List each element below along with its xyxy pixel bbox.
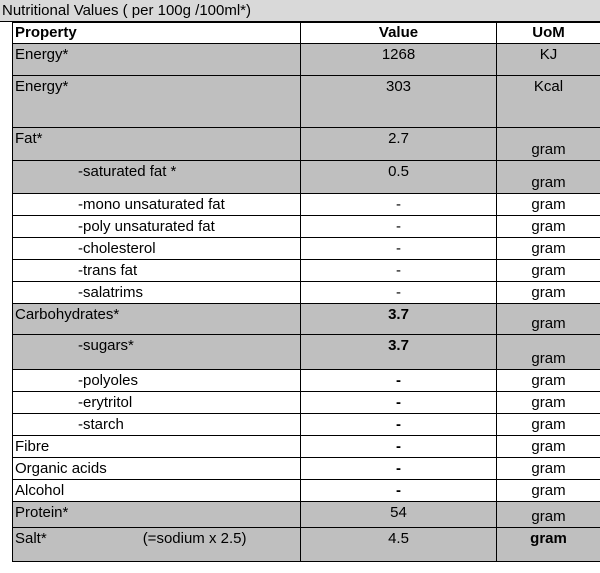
property-cell: Fat* [12, 127, 301, 161]
uom-cell: gram [496, 435, 600, 458]
value-cell: - [300, 215, 497, 238]
value-cell: - [300, 193, 497, 216]
property-cell: Energy* [12, 75, 301, 128]
uom-cell: gram [496, 259, 600, 282]
value-cell: 4.5 [300, 527, 497, 562]
property-cell: -sugars* [12, 334, 301, 370]
table-row: -erytritol - gram [12, 391, 600, 414]
value-cell: - [300, 479, 497, 502]
uom-cell: Kcal [496, 75, 600, 128]
value-cell: 0.5 [300, 160, 497, 194]
table-row: -trans fat - gram [12, 259, 600, 282]
value-cell: 2.7 [300, 127, 497, 161]
table-row: Carbohydrates* 3.7 gram [12, 303, 600, 335]
table-row: -salatrims - gram [12, 281, 600, 304]
table-row: -polyoles - gram [12, 369, 600, 392]
uom-cell: gram [496, 334, 600, 370]
header-row: Property Value UoM [12, 22, 600, 44]
property-cell: -cholesterol [12, 237, 301, 260]
table-row: -starch - gram [12, 413, 600, 436]
value-cell: - [300, 435, 497, 458]
property-cell: -saturated fat * [12, 160, 301, 194]
table-row: Protein* 54 gram [12, 501, 600, 528]
header-value: Value [300, 22, 497, 44]
table-row: -saturated fat * 0.5 gram [12, 160, 600, 194]
value-cell: 303 [300, 75, 497, 128]
property-cell: Organic acids [12, 457, 301, 480]
uom-cell: gram [496, 527, 600, 562]
value-cell: - [300, 457, 497, 480]
uom-cell: gram [496, 457, 600, 480]
table-row: Alcohol - gram [12, 479, 600, 502]
property-cell: -trans fat [12, 259, 301, 282]
value-cell: - [300, 237, 497, 260]
value-cell: - [300, 413, 497, 436]
uom-cell: gram [496, 281, 600, 304]
sodium-note: (=sodium x 2.5) [142, 530, 247, 547]
property-cell: -erytritol [12, 391, 301, 414]
property-cell: Fibre [12, 435, 301, 458]
property-cell: -starch [12, 413, 301, 436]
table-row: -sugars* 3.7 gram [12, 334, 600, 370]
property-cell: -salatrims [12, 281, 301, 304]
table-row: Energy* 303 Kcal [12, 75, 600, 128]
uom-cell: gram [496, 303, 600, 335]
value-cell: 54 [300, 501, 497, 528]
table-row: -cholesterol - gram [12, 237, 600, 260]
header-uom: UoM [496, 22, 600, 44]
uom-cell: KJ [496, 43, 600, 76]
property-cell: Alcohol [12, 479, 301, 502]
uom-cell: gram [496, 193, 600, 216]
property-cell: -polyoles [12, 369, 301, 392]
table-row: Fat* 2.7 gram [12, 127, 600, 161]
uom-cell: gram [496, 501, 600, 528]
property-cell: Energy* [12, 43, 301, 76]
uom-cell: gram [496, 369, 600, 392]
value-cell: - [300, 281, 497, 304]
table-row: Organic acids - gram [12, 457, 600, 480]
property-cell: -poly unsaturated fat [12, 215, 301, 238]
sheet-title: Nutritional Values ( per 100g /100ml*) [0, 0, 600, 22]
value-cell: 3.7 [300, 334, 497, 370]
uom-cell: gram [496, 479, 600, 502]
uom-cell: gram [496, 413, 600, 436]
uom-cell: gram [496, 391, 600, 414]
value-cell: 3.7 [300, 303, 497, 335]
uom-cell: gram [496, 127, 600, 161]
property-cell: Salt* (=sodium x 2.5) [12, 527, 301, 562]
property-cell: Protein* [12, 501, 301, 528]
value-cell: - [300, 391, 497, 414]
table-row: -poly unsaturated fat - gram [12, 215, 600, 238]
property-cell: -mono unsaturated fat [12, 193, 301, 216]
table-row: Salt* (=sodium x 2.5) 4.5 gram [12, 527, 600, 562]
header-property: Property [12, 22, 301, 44]
property-cell: Carbohydrates* [12, 303, 301, 335]
table-row: Fibre - gram [12, 435, 600, 458]
salt-label: Salt* [15, 530, 47, 547]
table-row: Energy* 1268 KJ [12, 43, 600, 76]
value-cell: - [300, 369, 497, 392]
uom-cell: gram [496, 237, 600, 260]
table-row: -mono unsaturated fat - gram [12, 193, 600, 216]
uom-cell: gram [496, 160, 600, 194]
value-cell: - [300, 259, 497, 282]
nutrition-table: Property Value UoM Energy* 1268 KJ Energ… [12, 22, 600, 562]
value-cell: 1268 [300, 43, 497, 76]
uom-cell: gram [496, 215, 600, 238]
